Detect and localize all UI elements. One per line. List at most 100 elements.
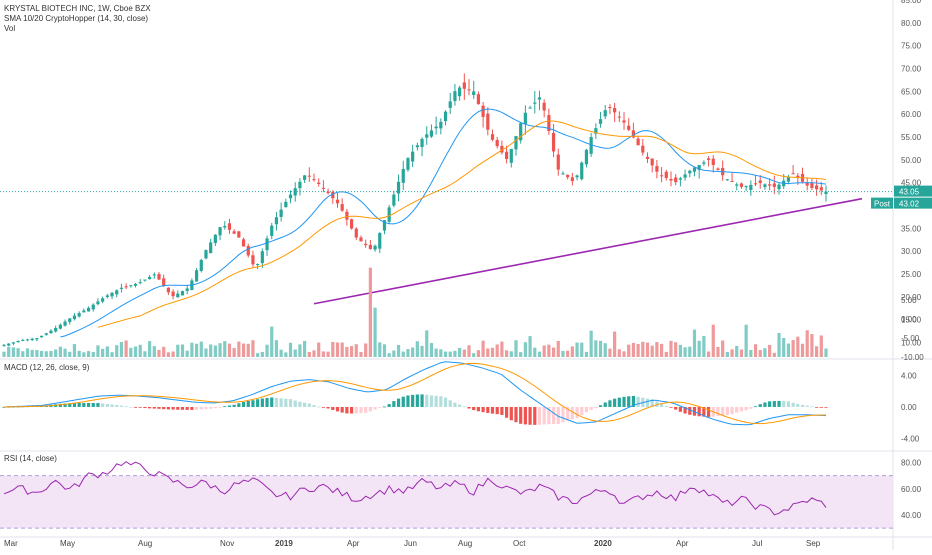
volume-bar (777, 332, 781, 357)
volume-bar (180, 344, 185, 357)
volume-bar (500, 341, 504, 357)
macd-histogram-bar (185, 406, 189, 410)
volume-bar (434, 348, 438, 357)
volume-bar (218, 343, 222, 357)
candle-body (744, 186, 748, 188)
macd-histogram-bar (514, 406, 518, 423)
candle-body (523, 112, 527, 125)
macd-signal-line (3, 362, 826, 425)
vol-legend[interactable]: Vol (4, 24, 16, 33)
time-tick-label: 2020 (594, 539, 612, 548)
candle-body (387, 207, 391, 222)
macd-histogram-bar (495, 406, 499, 415)
volume-bar (716, 346, 720, 357)
macd-histogram-bar (58, 403, 62, 407)
macd-histogram-bar (598, 405, 603, 407)
candle-body (500, 145, 504, 153)
volume-bar (490, 347, 495, 357)
volume-bar (2, 351, 6, 357)
volume-bar (298, 344, 302, 357)
candles (2, 73, 828, 347)
macd-histogram-bar (204, 406, 208, 410)
volume-bar (768, 344, 772, 357)
volume-bar (805, 330, 809, 357)
volume-bar (796, 336, 800, 357)
candle-body (542, 102, 546, 111)
volume-bar (30, 349, 34, 357)
macd-histogram-bar (368, 406, 372, 412)
macd-histogram-bar (608, 400, 612, 407)
macd-histogram-bar (237, 403, 241, 407)
price-tick-label: 15.00 (901, 316, 922, 325)
macd-histogram-bar (627, 396, 631, 407)
volume-bar (453, 350, 457, 357)
volume-bar (519, 352, 523, 357)
volume-bar (472, 353, 476, 357)
macd-histogram-bar (180, 406, 185, 410)
rsi-legend[interactable]: RSI (14, close) (4, 454, 57, 463)
macd-histogram-bar (589, 406, 593, 410)
candle-body (119, 287, 124, 289)
candle-body (584, 149, 589, 165)
sma-legend[interactable]: SMA 10/20 CryptoHopper (14, 30, close) (4, 14, 149, 23)
macd-histogram-bar (603, 402, 607, 407)
macd-histogram-bar (782, 400, 786, 407)
macd-histogram-bar (810, 406, 814, 408)
candle-body (331, 191, 335, 199)
candle-body (777, 184, 781, 190)
candle-body (702, 162, 706, 164)
candle-body (25, 339, 30, 341)
macd-histogram-bar (490, 406, 495, 414)
volume-bar (533, 347, 537, 357)
volume-bar (514, 340, 518, 357)
volume-bar (387, 353, 391, 357)
volume-bar (664, 351, 668, 357)
macd-histogram-bar (458, 404, 462, 407)
macd-histogram-bar (721, 406, 725, 416)
price-tick-label: 65.00 (901, 87, 922, 96)
macd-histogram-bar (547, 406, 551, 425)
candle-body (786, 176, 791, 182)
candle-body (72, 315, 77, 320)
volume-bar (415, 341, 419, 357)
macd-histogram-bar (631, 395, 636, 407)
macd-histogram-bar (199, 406, 203, 410)
candle-body (631, 130, 636, 138)
macd-histogram-bar (420, 394, 424, 407)
volume-bar (133, 346, 138, 357)
candle-body (199, 259, 203, 271)
macd-histogram-bar (655, 401, 659, 407)
symbol-title[interactable]: KRYSTAL BIOTECH INC, 1W, Cboe BZX (4, 4, 151, 13)
macd-histogram-bar (331, 406, 335, 410)
volume-bar (194, 343, 199, 357)
volume-bar (138, 344, 142, 357)
volume-bar (49, 350, 53, 357)
volume-bar (476, 350, 481, 357)
candle-body (77, 313, 81, 317)
volume-bar (580, 342, 584, 357)
macd-histogram-bar (735, 406, 739, 413)
macd-histogram-bar (739, 406, 744, 412)
candle-body (110, 292, 114, 297)
volume-bar (68, 351, 72, 357)
macd-legend[interactable]: MACD (12, 26, close, 9) (4, 363, 90, 372)
volume-bar (349, 346, 354, 357)
candle-body (246, 245, 250, 256)
candle-body (692, 167, 697, 172)
candle-body (739, 183, 744, 187)
macd-histogram-bar (241, 402, 246, 407)
macd-tick-label: -4.00 (901, 434, 920, 443)
macd-histogram-bar (504, 406, 509, 418)
volume-bar (763, 348, 767, 357)
candle-body (603, 110, 607, 117)
volume-bar (551, 347, 556, 357)
candle-body (335, 199, 340, 204)
candle-body (232, 231, 236, 234)
candle-body (655, 165, 659, 172)
candle-body (298, 181, 302, 189)
macd-histogram-bar (246, 401, 250, 407)
volume-bar (58, 346, 62, 357)
volume-bar (171, 351, 175, 357)
candle-body (533, 102, 537, 104)
